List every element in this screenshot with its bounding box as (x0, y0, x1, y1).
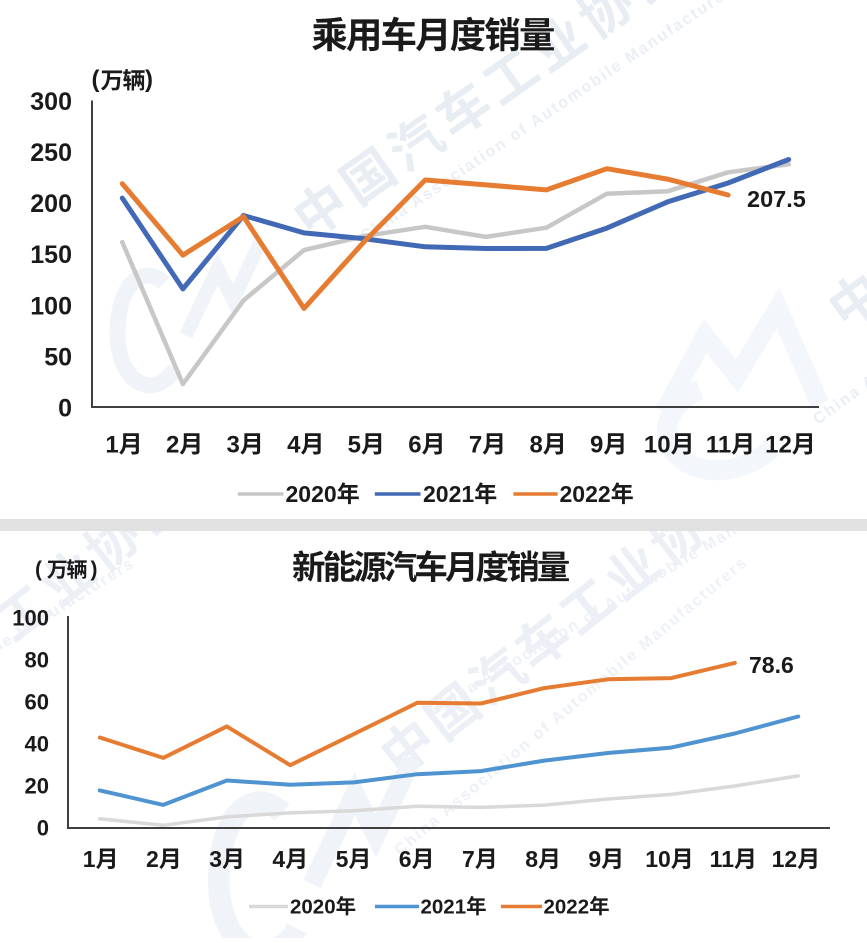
svg-text:150: 150 (30, 241, 72, 269)
svg-text:9: 9 (588, 846, 601, 872)
svg-text:50: 50 (44, 343, 72, 371)
svg-text:8: 8 (529, 432, 542, 459)
svg-text:2021: 2021 (423, 481, 474, 507)
svg-text:100: 100 (30, 292, 72, 320)
svg-text:3: 3 (227, 432, 240, 459)
svg-text:80: 80 (25, 648, 49, 673)
svg-text:60: 60 (25, 690, 49, 715)
svg-text:2020: 2020 (290, 896, 336, 919)
svg-text:5: 5 (348, 432, 361, 459)
svg-text:2021: 2021 (421, 896, 467, 919)
svg-text:(: ( (92, 66, 100, 93)
svg-text:11: 11 (706, 432, 731, 459)
svg-text:20: 20 (25, 774, 49, 799)
svg-text:40: 40 (25, 732, 49, 757)
svg-text:12: 12 (765, 432, 792, 459)
svg-text:7: 7 (469, 432, 482, 459)
svg-text:250: 250 (30, 139, 72, 167)
svg-text:5: 5 (336, 846, 349, 872)
svg-text:7: 7 (462, 846, 475, 872)
svg-text:6: 6 (399, 846, 412, 872)
svg-text:): ) (145, 66, 153, 93)
svg-text:(: ( (35, 558, 42, 581)
svg-text:11: 11 (710, 846, 735, 872)
svg-text:0: 0 (58, 395, 72, 423)
svg-text:300: 300 (30, 88, 72, 116)
svg-text:): ) (91, 558, 98, 581)
svg-text:10: 10 (644, 432, 671, 459)
svg-text:207.5: 207.5 (747, 186, 806, 212)
svg-text:0: 0 (37, 816, 49, 841)
svg-text:2: 2 (166, 432, 179, 459)
svg-text:10: 10 (645, 846, 671, 872)
svg-text:9: 9 (590, 432, 603, 459)
svg-text:78.6: 78.6 (749, 652, 794, 678)
svg-text:2022: 2022 (544, 896, 590, 919)
svg-text:6: 6 (408, 432, 421, 459)
svg-text:12: 12 (772, 846, 798, 872)
svg-text:4: 4 (287, 432, 301, 459)
svg-text:100: 100 (12, 606, 49, 631)
svg-text:1: 1 (83, 846, 96, 872)
svg-text:8: 8 (525, 846, 538, 872)
svg-text:2020: 2020 (286, 481, 337, 507)
svg-text:200: 200 (30, 190, 72, 218)
svg-text:2: 2 (146, 846, 159, 872)
svg-text:2022: 2022 (560, 481, 611, 507)
svg-text:4: 4 (272, 846, 285, 872)
svg-text:1: 1 (105, 432, 118, 459)
svg-text:3: 3 (209, 846, 222, 872)
